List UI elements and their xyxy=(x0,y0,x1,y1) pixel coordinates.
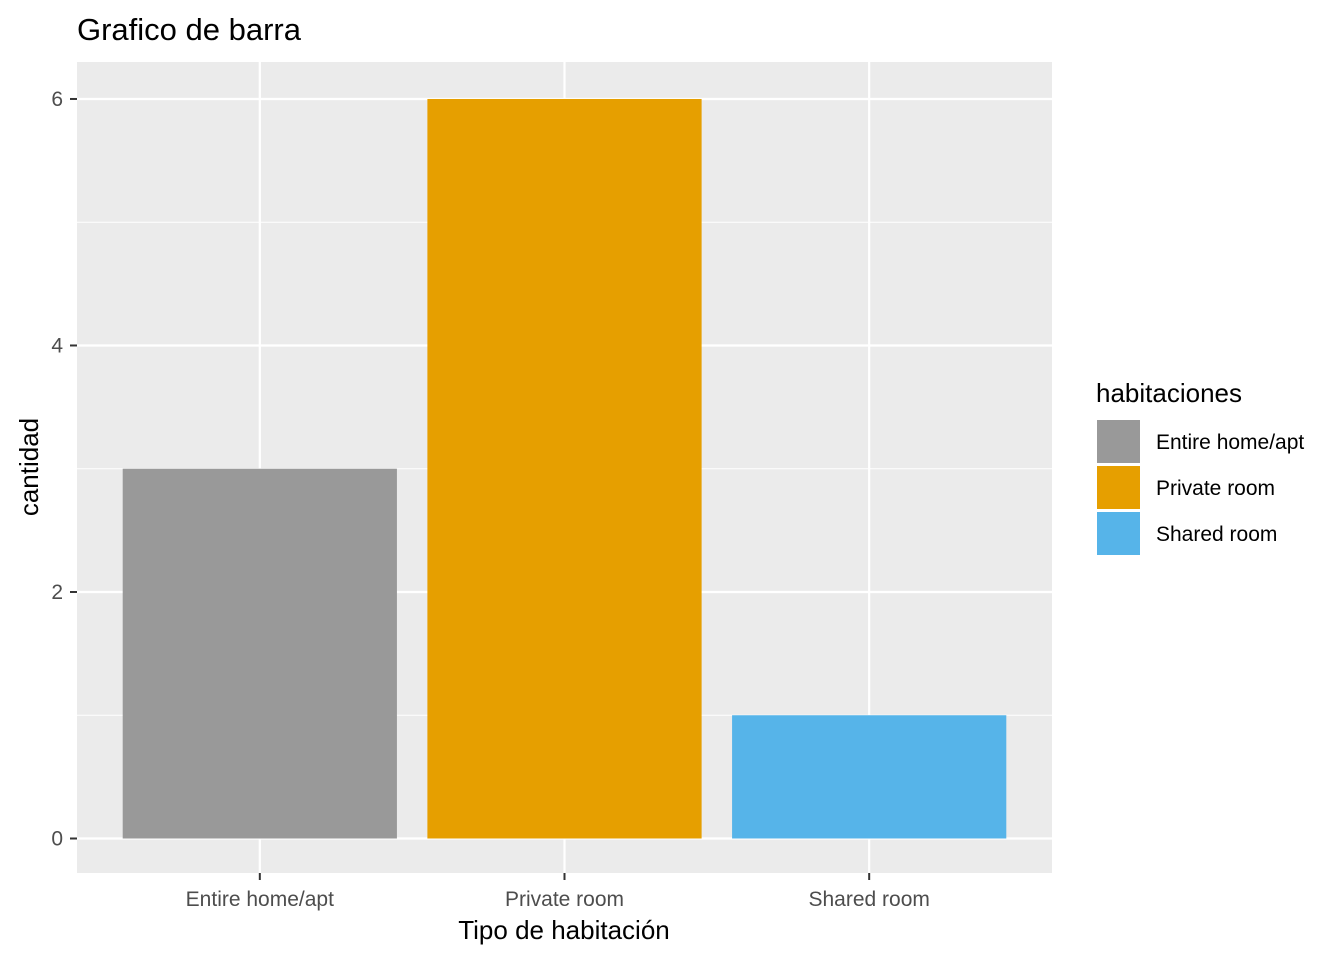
legend: habitaciones Entire home/apt Private room… xyxy=(1096,378,1304,555)
legend-label: Private room xyxy=(1156,477,1275,500)
bar xyxy=(122,468,397,839)
legend-swatch xyxy=(1097,512,1140,555)
y-tick-label: 6 xyxy=(51,88,63,111)
legend-swatch xyxy=(1097,466,1140,509)
x-axis-title: Tipo de habitación xyxy=(458,915,670,945)
x-axis: Entire home/apt Private room Shared room xyxy=(186,873,930,911)
x-tick-label: Entire home/apt xyxy=(186,888,334,911)
y-tick-label: 4 xyxy=(51,334,63,357)
legend-items: Entire home/apt Private room Shared room xyxy=(1097,420,1304,555)
legend-label: Shared room xyxy=(1156,523,1277,546)
legend-swatch xyxy=(1097,420,1140,463)
y-tick-label: 0 xyxy=(51,827,63,850)
x-tick-label: Shared room xyxy=(808,888,929,911)
bars xyxy=(122,98,1007,839)
y-axis: 0 2 4 6 xyxy=(51,88,77,850)
legend-title: habitaciones xyxy=(1096,378,1242,408)
bar xyxy=(427,98,702,839)
bar xyxy=(732,715,1007,839)
legend-label: Entire home/apt xyxy=(1156,431,1304,454)
y-tick-label: 2 xyxy=(51,581,63,604)
y-axis-title: cantidad xyxy=(14,418,44,516)
chart-title: Grafico de barra xyxy=(77,12,302,47)
x-tick-label: Private room xyxy=(505,888,624,911)
